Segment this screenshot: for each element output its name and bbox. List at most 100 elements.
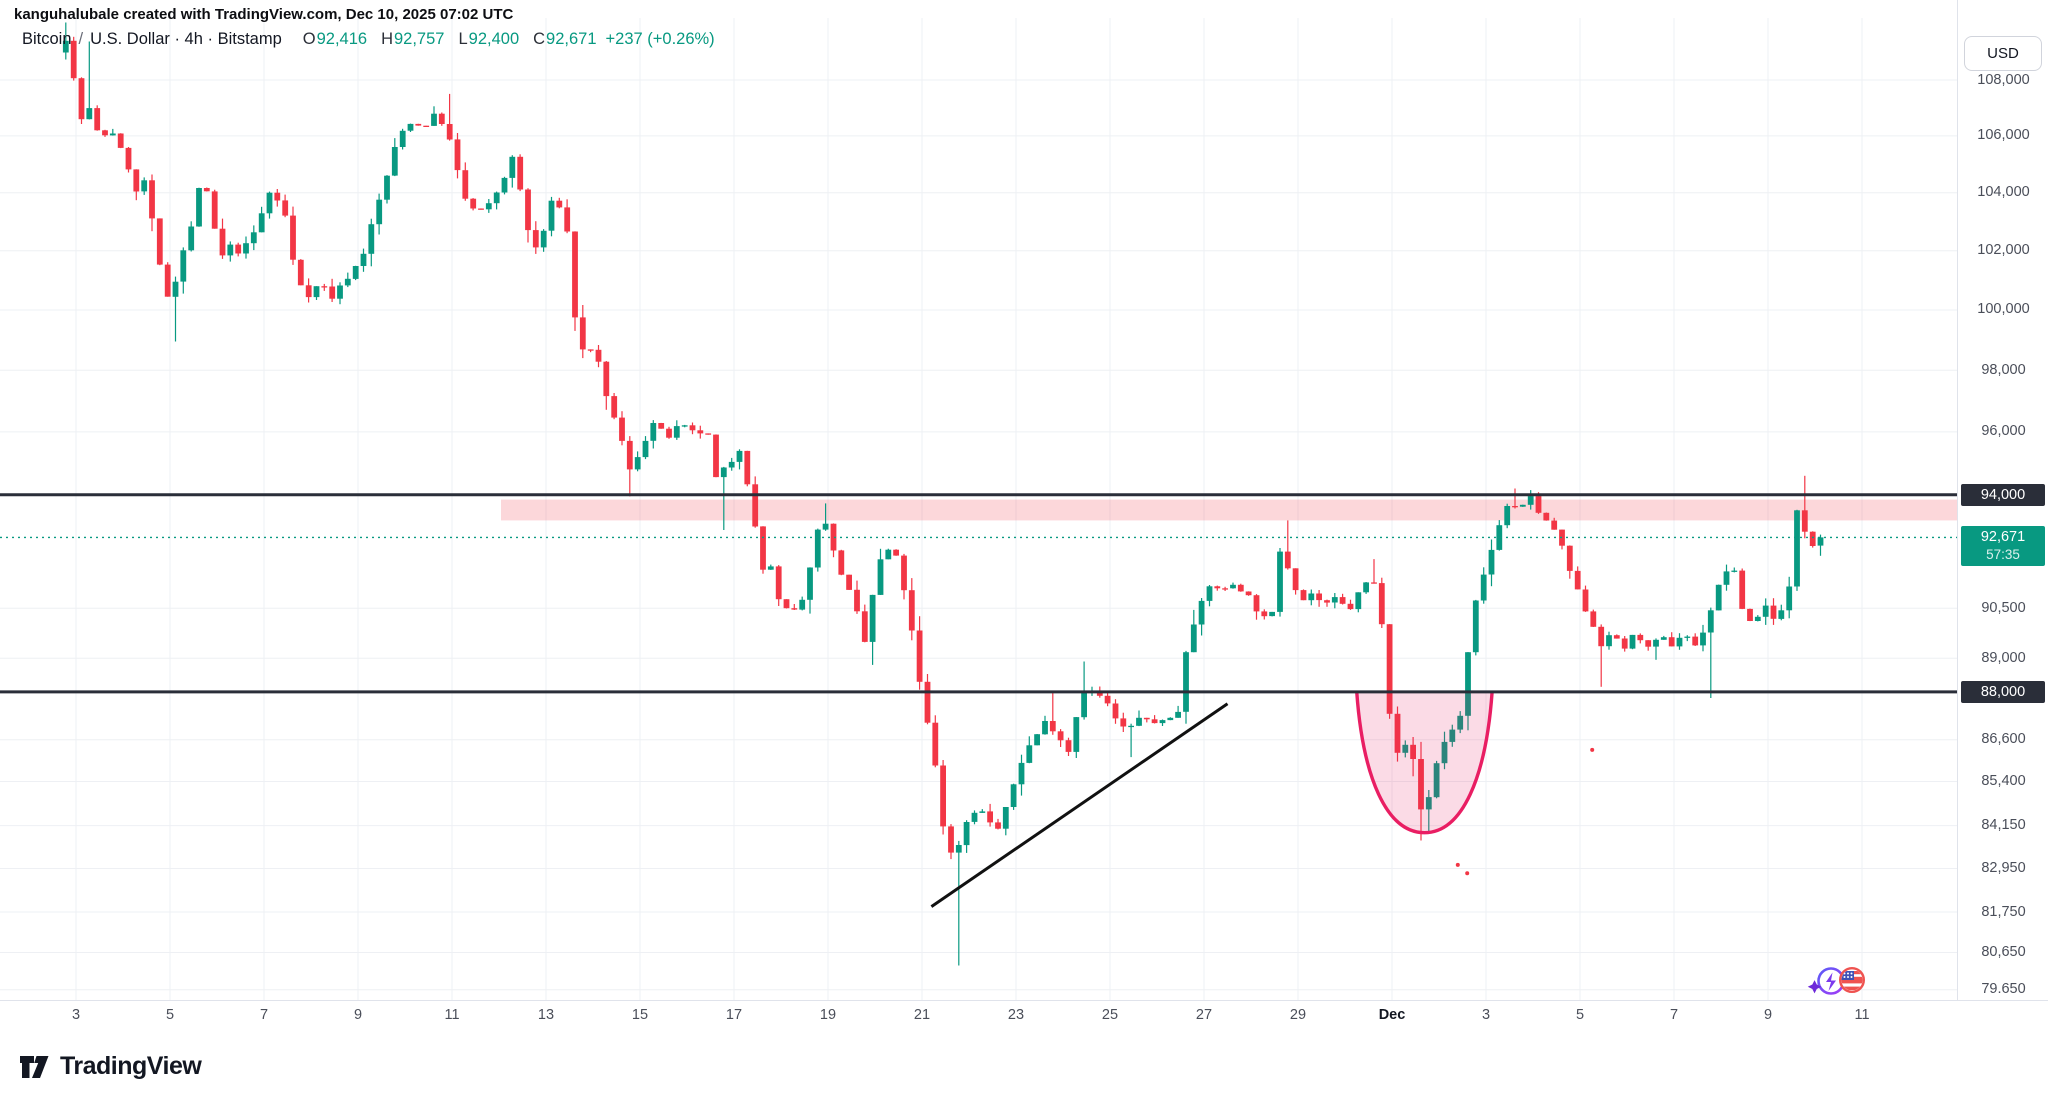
candle bbox=[1167, 717, 1174, 721]
candle bbox=[1002, 807, 1009, 829]
candle bbox=[1065, 740, 1072, 752]
time-axis-label[interactable]: 19 bbox=[819, 1007, 837, 1023]
candle bbox=[1684, 636, 1691, 638]
time-axis[interactable]: 3 5 7 9 11 13 15 17 19 21 23 25 27 29 Dec 3 5 7 9 11 bbox=[0, 1000, 2048, 1029]
currency-toggle-button[interactable]: USD bbox=[1964, 36, 2042, 71]
candle bbox=[1794, 510, 1800, 587]
candle bbox=[697, 430, 704, 434]
cup-pattern-fill bbox=[1356, 691, 1493, 833]
time-axis-label[interactable]: 3 bbox=[1481, 1007, 1491, 1023]
candle bbox=[1386, 624, 1393, 714]
candle bbox=[713, 434, 719, 478]
candle bbox=[235, 244, 242, 254]
price-axis-label: 90,500 bbox=[1981, 599, 2026, 616]
time-axis-label[interactable]: 13 bbox=[537, 1007, 555, 1023]
symbol-quote-interval[interactable]: U.S. Dollar · 4h · Bitstamp bbox=[90, 30, 282, 48]
candle bbox=[1198, 600, 1205, 625]
tradingview-logo-text: TradingView bbox=[60, 1052, 202, 1080]
candle bbox=[462, 170, 469, 199]
time-axis-label[interactable]: 9 bbox=[1763, 1007, 1773, 1023]
candle bbox=[854, 589, 860, 612]
candle bbox=[987, 811, 993, 823]
candle bbox=[556, 200, 563, 208]
candle bbox=[431, 113, 437, 126]
candle bbox=[1700, 632, 1706, 646]
candle bbox=[752, 484, 759, 527]
time-axis-label[interactable]: 21 bbox=[913, 1007, 931, 1023]
candle bbox=[1441, 741, 1448, 764]
time-axis-label[interactable]: 11 bbox=[444, 1007, 460, 1023]
candle bbox=[908, 590, 915, 631]
time-axis-label[interactable]: 29 bbox=[1289, 1007, 1307, 1023]
candle bbox=[1809, 531, 1816, 546]
price-axis-label: 85,400 bbox=[1981, 773, 2026, 790]
candle bbox=[666, 428, 672, 438]
time-axis-label[interactable]: 25 bbox=[1101, 1007, 1119, 1023]
price-axis-label: 81,750 bbox=[1981, 903, 2026, 920]
level-price-badge: 88,000 bbox=[1961, 680, 2045, 703]
candle bbox=[838, 550, 845, 575]
candle bbox=[689, 425, 696, 431]
us-flag-icon[interactable] bbox=[1839, 966, 1866, 994]
candle bbox=[1049, 721, 1056, 732]
candle bbox=[1292, 568, 1299, 591]
time-axis-label[interactable]: 23 bbox=[1007, 1007, 1025, 1023]
candle bbox=[1034, 734, 1040, 746]
time-axis-label[interactable]: 5 bbox=[1575, 1007, 1585, 1023]
time-axis-label[interactable]: 15 bbox=[631, 1007, 649, 1023]
candle bbox=[1042, 721, 1048, 735]
candle bbox=[360, 253, 367, 266]
candle bbox=[258, 213, 265, 233]
candle bbox=[1543, 512, 1550, 521]
candle bbox=[1402, 744, 1409, 753]
price-axis-label: 84,150 bbox=[1981, 817, 2026, 834]
candle bbox=[1496, 525, 1503, 550]
candle bbox=[305, 285, 312, 298]
corner-widgets[interactable] bbox=[1795, 958, 1873, 1011]
candle bbox=[1535, 496, 1542, 513]
symbol-name[interactable]: Bitcoin bbox=[22, 30, 72, 48]
price-axis-label: 100,000 bbox=[1977, 301, 2030, 318]
price-axis[interactable]: USD 108,000 106,000 104,000 102,000 100,000 9… bbox=[1957, 0, 2048, 1028]
price-axis-label: 106,000 bbox=[1977, 127, 2030, 144]
tradingview-logo[interactable]: TradingView bbox=[18, 1052, 202, 1081]
candle bbox=[1480, 574, 1487, 601]
time-axis-label[interactable]: 9 bbox=[353, 1007, 363, 1023]
time-axis-label[interactable]: 17 bbox=[725, 1007, 743, 1023]
candle bbox=[133, 169, 140, 192]
candle bbox=[783, 599, 790, 609]
time-axis-label[interactable]: 3 bbox=[71, 1007, 81, 1023]
candle bbox=[1613, 635, 1620, 639]
time-axis-label[interactable]: 7 bbox=[1669, 1007, 1679, 1023]
time-axis-label[interactable]: 27 bbox=[1195, 1007, 1213, 1023]
candle bbox=[1527, 496, 1534, 505]
candle bbox=[1057, 731, 1064, 741]
flash-replay-icon[interactable] bbox=[1807, 967, 1845, 995]
candle bbox=[948, 826, 954, 853]
candle bbox=[1739, 570, 1746, 609]
candle bbox=[775, 566, 782, 600]
watermark-text: kanguhalubale created with TradingView.c… bbox=[14, 6, 514, 23]
candle bbox=[540, 230, 547, 248]
candle bbox=[932, 722, 939, 766]
candle bbox=[564, 207, 571, 232]
time-axis-label-month[interactable]: Dec bbox=[1378, 1007, 1406, 1023]
candle bbox=[94, 108, 101, 131]
candle bbox=[525, 189, 531, 231]
time-axis-label[interactable]: 11 bbox=[1854, 1007, 1870, 1023]
candle bbox=[979, 811, 986, 813]
time-axis-label[interactable]: 7 bbox=[259, 1007, 269, 1023]
candle bbox=[1715, 584, 1722, 611]
candle bbox=[125, 147, 132, 170]
candle bbox=[603, 361, 610, 397]
candle bbox=[1222, 588, 1228, 590]
candle bbox=[1606, 635, 1612, 647]
symbol-separator: / bbox=[78, 30, 84, 48]
stray-dot bbox=[1590, 747, 1595, 752]
candle bbox=[407, 123, 414, 131]
time-axis-label[interactable]: 5 bbox=[165, 1007, 175, 1023]
candle bbox=[485, 203, 492, 210]
candle bbox=[1308, 593, 1315, 601]
